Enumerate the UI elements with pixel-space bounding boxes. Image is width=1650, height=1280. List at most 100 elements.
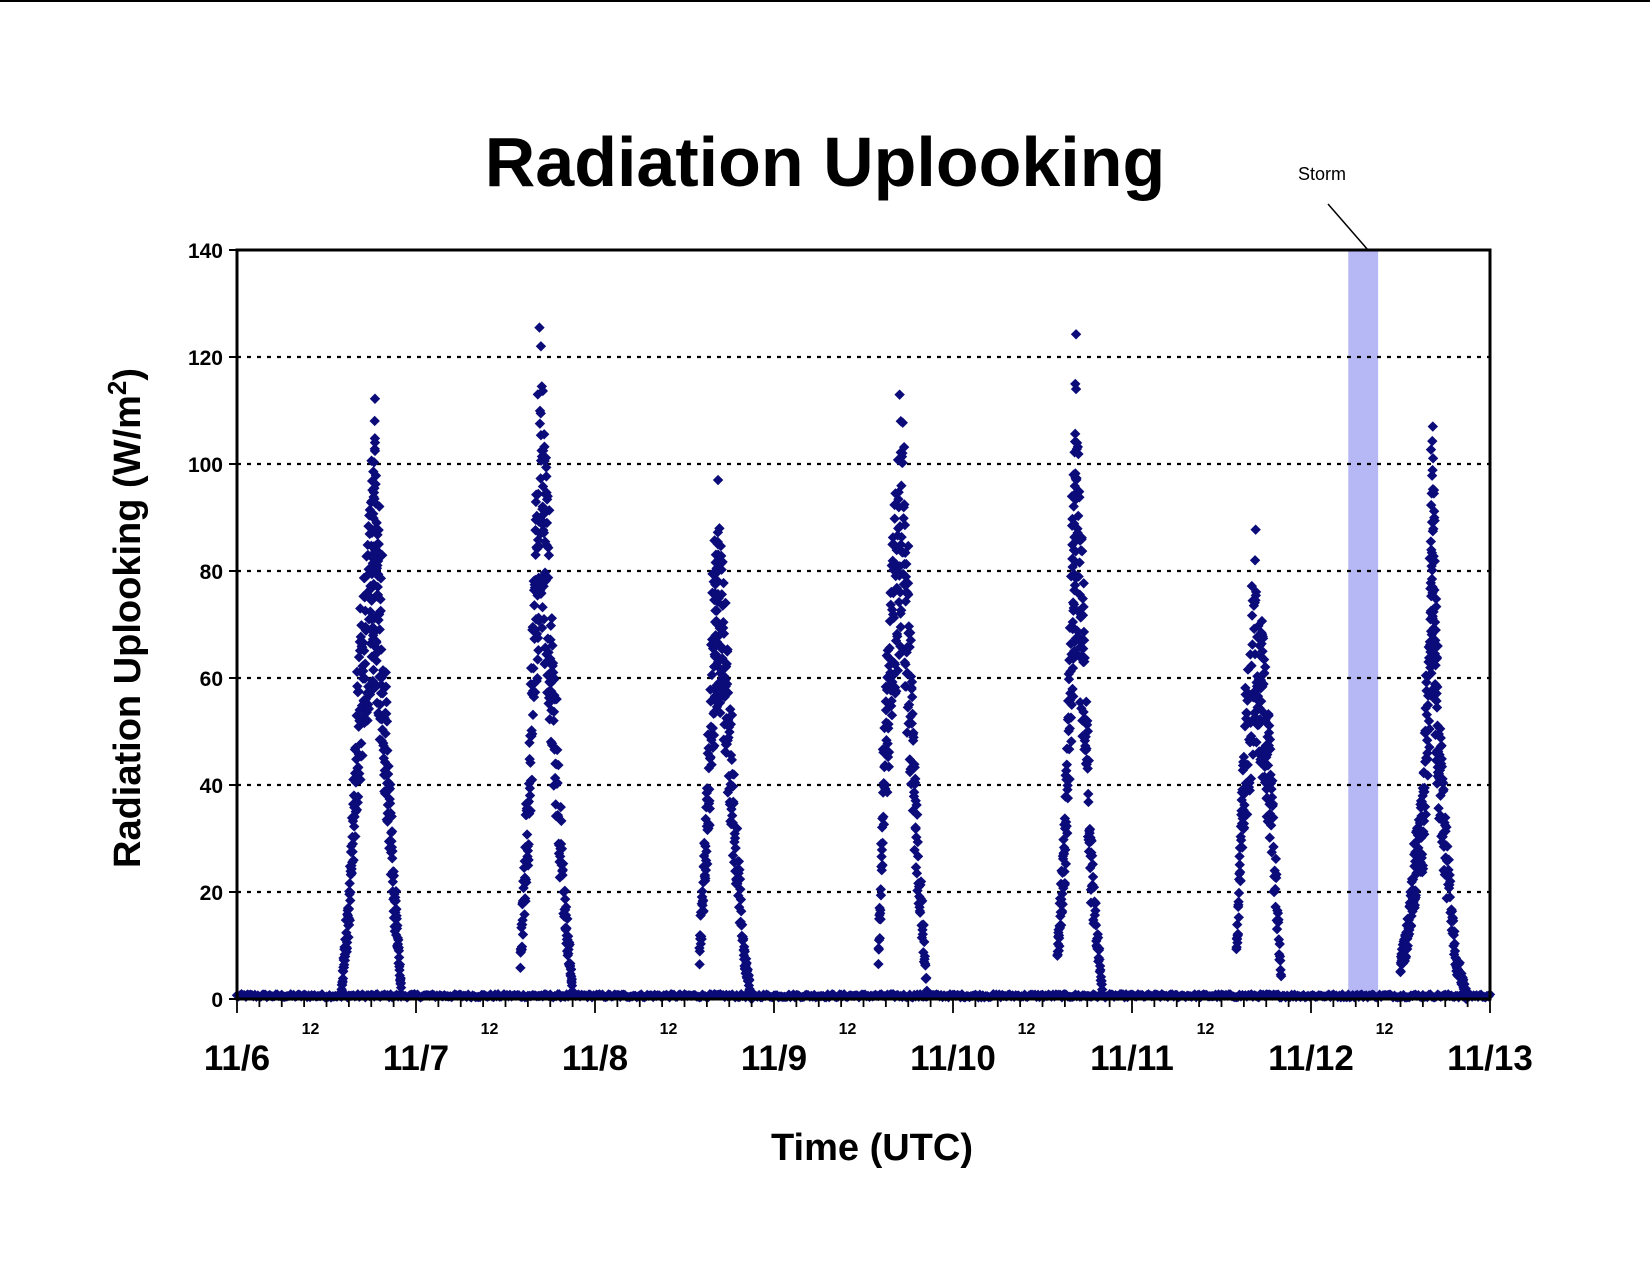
data-point-1789 [882,738,893,749]
data-point-2104 [1073,510,1084,522]
data-point-1461 [566,973,578,985]
chart-title: Radiation Uplooking [485,123,1166,201]
data-point-1697 [738,933,749,944]
data-point-2173 [1086,835,1097,847]
data-point-2464 [1406,910,1417,922]
data-point-1246 [525,805,536,816]
data-point-2663 [1436,836,1448,848]
y-tick-label-0: 0 [211,989,223,1012]
x-minor-label-5: 12 [1197,1021,1215,1038]
data-point-930 [353,686,364,697]
data-point-1897 [903,589,914,600]
data-point-2086 [1070,494,1081,506]
data-point-1896 [903,540,914,552]
data-point-1941 [911,809,923,820]
x-minor-label-3: 12 [839,1021,857,1038]
x-minor-label-2: 12 [660,1021,678,1038]
data-point-2367 [1264,734,1276,745]
data-point-2573 [1425,444,1437,455]
data-point-928 [352,791,364,802]
data-point-2547 [1422,747,1433,759]
data-point-2050 [1066,699,1077,710]
data-point-2660 [1436,740,1447,751]
data-point-2017 [1060,844,1071,855]
data-point-1084 [375,594,386,605]
data-point-1586 [713,631,724,642]
data-point-1614 [718,628,730,639]
data-point-2462 [1405,920,1417,931]
data-point-1769 [878,819,890,830]
data-point-2132 [1078,706,1089,718]
data-point-1611 [718,617,729,628]
data-point-2260 [1241,708,1253,719]
data-point-2277 [1246,580,1258,592]
data-point-1085 [375,605,386,617]
data-point-2105 [1073,448,1084,460]
data-point-2081 [1069,580,1081,591]
data-point-2692 [1443,854,1454,865]
data-point-2351 [1261,792,1273,803]
data-point-1914 [906,683,917,695]
data-point-1840 [892,566,903,577]
data-point-1927 [908,787,920,798]
data-point-1985 [1053,932,1065,944]
data-point-2061 [1067,622,1079,633]
data-point-2292 [1250,524,1261,535]
data-point-1665 [728,769,740,780]
data-point-1385 [548,715,559,726]
data-point-2273 [1245,717,1256,728]
data-point-2668 [1437,777,1449,789]
data-point-2387 [1270,853,1282,865]
data-point-1809 [886,695,897,707]
data-point-2758 [1427,421,1439,432]
data-point-926 [352,797,363,808]
data-point-1167 [391,903,402,915]
data-point-1273 [530,549,541,561]
data-point-866 [341,927,352,938]
data-point-1795 [883,761,895,772]
data-point-1516 [703,762,715,774]
data-point-2045 [1065,638,1076,650]
data-point-2111 [1074,557,1085,568]
data-point-1054 [371,680,382,691]
data-point-2612 [1428,506,1440,517]
data-point-2254 [1239,721,1251,732]
data-point-1361 [543,550,555,561]
data-point-2056 [1067,683,1078,695]
data-point-1417 [557,869,568,881]
data-point-2133 [1078,578,1089,589]
data-point-1124 [382,768,394,780]
y-tick-label-80: 80 [200,561,223,584]
y-tick-label-100: 100 [188,454,223,477]
data-point-2549 [1422,770,1433,781]
data-point-2248 [1238,805,1249,816]
data-point-1608 [717,600,728,611]
data-point-2397 [1273,934,1285,945]
data-point-1660 [727,817,738,829]
data-point-1799 [884,642,895,654]
data-point-2114 [1074,697,1086,708]
data-point-1035 [369,445,381,457]
data-point-1074 [373,538,384,550]
data-point-1338 [539,567,551,578]
data-point-1144 [386,826,398,837]
data-point-1402 [552,811,564,822]
data-point-1872 [898,513,909,524]
data-point-2611 [1428,484,1440,496]
data-point-1647 [725,704,736,715]
data-point-2027 [1062,827,1073,839]
y-axis-title-superscript: 2 [102,381,132,395]
data-point-2592 [1427,565,1438,576]
data-point-1357 [542,572,554,583]
data-point-869 [341,943,353,954]
data-point-973 [361,707,372,718]
data-point-1191 [395,982,407,993]
data-point-2342 [1260,661,1271,673]
data-point-1324 [537,481,549,492]
x-tick-label-11-13: 11/13 [1447,1039,1533,1078]
data-point-2378 [1268,812,1279,823]
data-point-2230 [1234,866,1246,878]
data-point-2624 [1430,624,1441,636]
data-point-2241 [1237,842,1248,853]
data-point-1602 [716,564,727,575]
